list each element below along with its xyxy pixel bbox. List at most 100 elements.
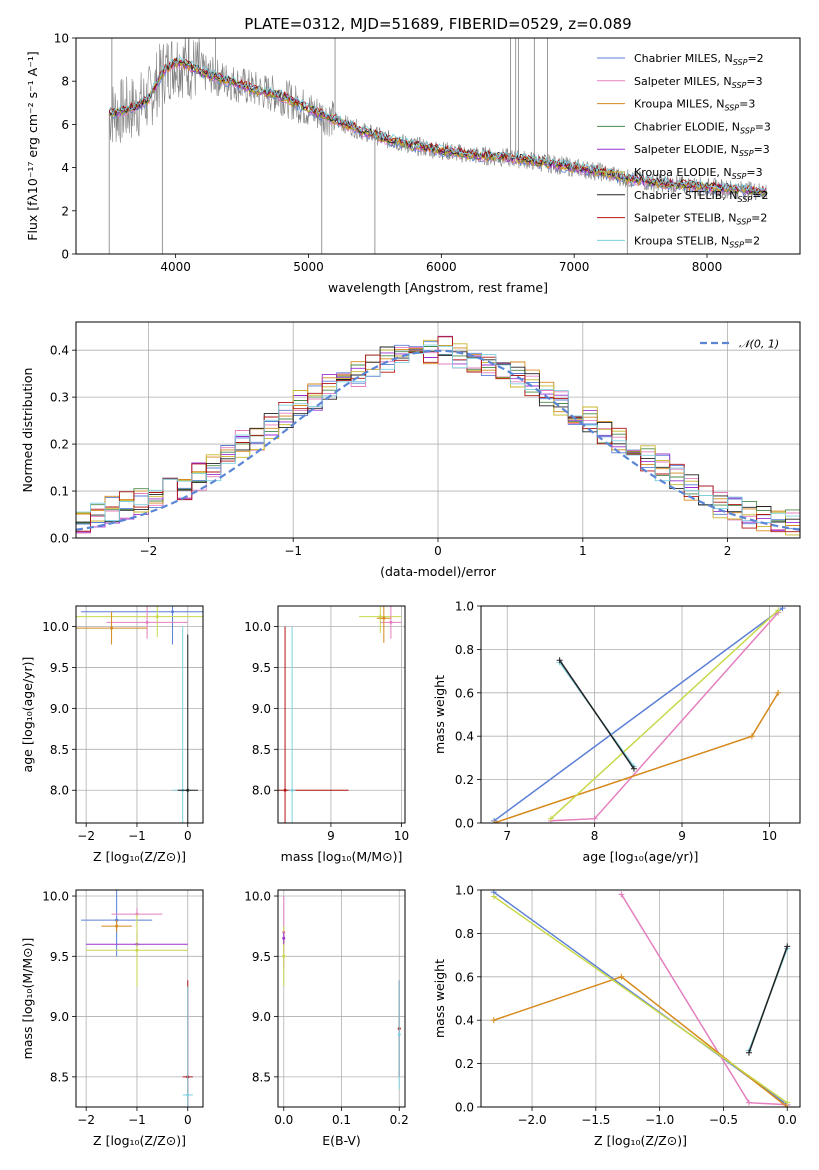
- data-point: [186, 788, 190, 792]
- legend-entry: Salpeter MILES, NSSP=3: [634, 75, 763, 90]
- x-tick-label: 2: [724, 544, 732, 558]
- legend-entry-suffix: =3: [739, 98, 755, 111]
- x-tick-label: 9: [327, 829, 335, 843]
- x-axis-label: Z [log₁₀(Z/Z⊙)]: [93, 1133, 186, 1148]
- x-axis-label: (data-model)/error: [380, 564, 497, 579]
- series-marker: [490, 893, 497, 900]
- series-marker: [591, 815, 598, 822]
- plot-area: [76, 606, 203, 823]
- series-marker: [490, 1017, 497, 1024]
- data-point: [171, 610, 175, 614]
- x-tick-label: 0: [184, 1113, 192, 1127]
- plot-area: [76, 335, 800, 536]
- y-axis-label: Flux [fλ10⁻¹⁷ erg cm⁻² s⁻¹ A⁻¹]: [25, 51, 40, 240]
- y-tick-label: 9.0: [252, 1010, 271, 1024]
- x-axis-label: Z [log₁₀(Z/Z⊙)]: [594, 1133, 687, 1148]
- y-tick-label: 9.5: [252, 950, 271, 964]
- series-marker: [775, 607, 782, 614]
- legend-entry-suffix: =3: [754, 143, 770, 156]
- x-tick-label: −2: [77, 1113, 95, 1127]
- legend-entry: Salpeter ELODIE, NSSP=3: [634, 143, 770, 158]
- x-axis-label: E(B-V): [322, 1133, 361, 1148]
- y-tick-label: 0.4: [50, 344, 69, 358]
- legend-entry-name: Kroupa MILES, N: [634, 98, 724, 111]
- x-tick-label: 5000: [293, 260, 324, 274]
- series-marker: [784, 1099, 791, 1106]
- y-tick-label: 1.0: [455, 884, 474, 898]
- x-axis-label: mass [log₁₀(M/M⊙)]: [281, 849, 403, 864]
- data-point: [382, 616, 386, 620]
- y-tick-label: 9.0: [50, 702, 69, 716]
- subplot-6: −2 −1 0 8.5 9.0 9.5 10.0 Z [log₁₀(Z/Z⊙)] mass [l…: [20, 889, 204, 1148]
- x-axis-label: wavelength [Angstrom, rest frame]: [328, 280, 548, 295]
- legend-entry: Chabrier MILES, NSSP=2: [634, 52, 764, 67]
- x-tick-label: 10: [394, 829, 409, 843]
- y-tick-label: 0.0: [455, 817, 474, 831]
- x-tick-label: 4000: [160, 260, 191, 274]
- x-tick-label: 10: [762, 829, 777, 843]
- x-tick-label: −1.5: [581, 1113, 610, 1127]
- legend-entry-subscript: SSP: [729, 240, 744, 249]
- x-axis-label: Z [log₁₀(Z/Z⊙)]: [93, 849, 186, 864]
- x-tick-label: 0.0: [274, 1113, 293, 1127]
- data-point: [389, 620, 393, 624]
- subplot-3: −2 −1 0 8.0 8.5 9.0 9.5 10.0 Z [log₁₀(Z/Z⊙)] age …: [20, 605, 204, 864]
- y-tick-label: 0.2: [455, 1057, 474, 1071]
- subplot-2: 𝒩(0, 1) −2 −1 0 1 2 0.0 0.1 0.2 0.3 0.4 (data-model…: [20, 321, 801, 579]
- y-tick-label: 0.4: [455, 730, 474, 744]
- y-tick-label: 0.2: [50, 438, 69, 452]
- series-marker: [745, 1049, 752, 1056]
- legend-entry-suffix: =3: [746, 75, 762, 88]
- legend-entry-subscript: SSP: [732, 81, 747, 90]
- axes-frame: [480, 889, 801, 1108]
- plot-area: [282, 896, 401, 1089]
- y-tick-label: 10.0: [244, 620, 271, 634]
- legend-entry: Chabrier ELODIE, NSSP=3: [634, 120, 771, 135]
- legend-entry-subscript: SSP: [724, 104, 739, 113]
- legend-label: 𝒩(0, 1): [739, 338, 779, 351]
- legend-entry: Kroupa MILES, NSSP=3: [634, 98, 755, 113]
- series-line: [550, 609, 779, 820]
- residual-histogram-step: [76, 344, 800, 523]
- y-tick-label: 8.5: [252, 743, 271, 757]
- data-point: [290, 788, 294, 792]
- legend-entry-name: Salpeter MILES, N: [634, 75, 732, 88]
- x-tick-label: −2.0: [517, 1113, 546, 1127]
- y-tick-label: 2: [61, 204, 69, 218]
- x-tick-label: −1.0: [645, 1113, 674, 1127]
- y-axis-label: mass weight: [432, 675, 447, 754]
- y-tick-label: 6: [61, 118, 69, 132]
- y-tick-label: 8: [61, 75, 69, 89]
- y-tick-label: 1.0: [455, 600, 474, 614]
- legend-entry-name: Kroupa STELIB, N: [634, 234, 729, 247]
- legend-entry: Kroupa ELODIE, NSSP=3: [634, 166, 763, 181]
- subplot-4: 9 10 8.0 8.5 9.0 9.5 10.0 mass [log₁₀(M/M⊙)]: [244, 605, 409, 864]
- legend-entry-suffix: =2: [752, 189, 768, 202]
- y-axis-label: mass [log₁₀(M/M⊙)]: [20, 938, 35, 1060]
- data-point: [186, 1093, 190, 1097]
- legend-entry-name: Chabrier MILES, N: [634, 52, 733, 65]
- legend: 𝒩(0, 1): [700, 338, 779, 351]
- series-marker: [784, 943, 791, 950]
- plot-area: [81, 890, 193, 1107]
- y-tick-label: 10.0: [244, 890, 271, 904]
- subplot-5: 7 8 9 10 0.0 0.2 0.4 0.6 0.8 1.0 age [log₁₀(age/yr…: [432, 600, 801, 864]
- data-point: [283, 788, 287, 792]
- plot-area: [278, 606, 402, 823]
- legend-entry-name: Chabrier ELODIE, N: [634, 120, 740, 133]
- legend-entry-subscript: SSP: [739, 149, 754, 158]
- axes-frame: [75, 37, 801, 255]
- data-point: [155, 615, 159, 619]
- x-tick-label: 0.1: [332, 1113, 351, 1127]
- y-axis-label: Normed distribution: [20, 368, 35, 493]
- plot-area: [490, 890, 791, 1107]
- y-tick-label: 9.0: [50, 1010, 69, 1024]
- y-tick-label: 9.5: [50, 661, 69, 675]
- model-series-line: [109, 56, 767, 193]
- data-point: [397, 1033, 401, 1037]
- y-tick-label: 8.5: [50, 743, 69, 757]
- data-point: [282, 936, 286, 940]
- legend-entry-subscript: SSP: [732, 172, 747, 181]
